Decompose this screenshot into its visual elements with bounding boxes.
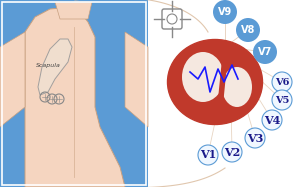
Polygon shape <box>38 39 72 95</box>
Circle shape <box>198 145 218 165</box>
Text: V1: V1 <box>200 149 216 160</box>
Circle shape <box>272 72 292 92</box>
Polygon shape <box>25 7 125 187</box>
Text: V2: V2 <box>224 146 240 157</box>
Circle shape <box>222 142 242 162</box>
Text: V9: V9 <box>218 7 232 17</box>
Text: Scapula: Scapula <box>36 63 60 68</box>
Circle shape <box>262 110 282 130</box>
Circle shape <box>213 0 237 24</box>
Circle shape <box>167 14 177 24</box>
FancyBboxPatch shape <box>162 9 182 29</box>
Ellipse shape <box>182 52 224 102</box>
Circle shape <box>253 40 277 64</box>
FancyBboxPatch shape <box>0 0 148 187</box>
Text: V6: V6 <box>275 77 289 87</box>
Circle shape <box>245 128 265 148</box>
Polygon shape <box>55 2 92 19</box>
Ellipse shape <box>222 67 252 107</box>
Text: V8: V8 <box>241 25 255 35</box>
Text: V5: V5 <box>275 96 289 105</box>
Circle shape <box>272 90 292 110</box>
Text: V4: V4 <box>264 114 280 125</box>
Circle shape <box>236 18 260 42</box>
Text: V7: V7 <box>258 47 272 57</box>
Polygon shape <box>125 32 148 127</box>
Text: V3: V3 <box>247 133 263 143</box>
Ellipse shape <box>167 39 262 125</box>
Polygon shape <box>0 32 25 127</box>
